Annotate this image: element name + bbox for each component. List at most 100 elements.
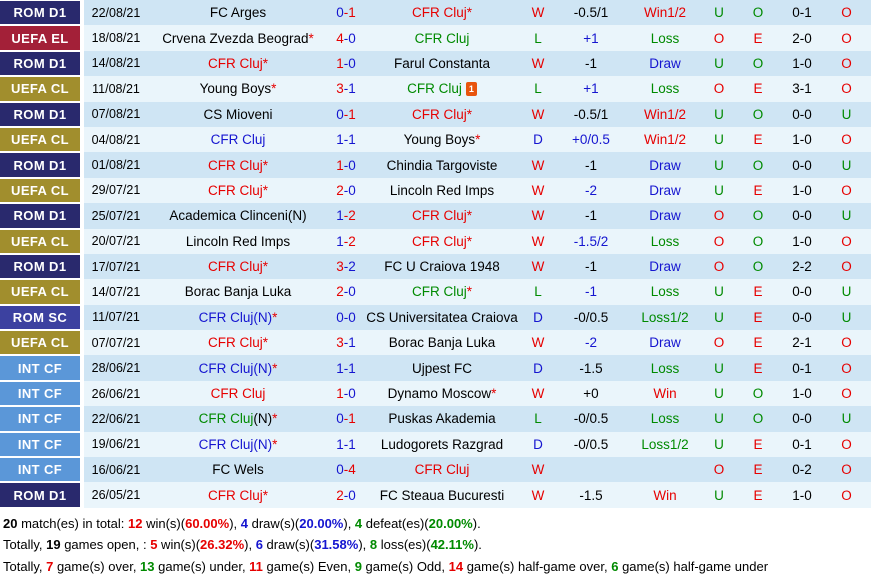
league-badge[interactable]: UEFA CL — [0, 77, 80, 101]
league-badge[interactable]: INT CF — [0, 432, 80, 457]
league-badge[interactable]: INT CF — [0, 356, 80, 380]
league-badge[interactable]: ROM D1 — [0, 1, 80, 25]
home-team[interactable]: CFR Cluj* — [148, 51, 328, 76]
text-segment: * — [272, 360, 278, 376]
home-team[interactable]: FC Wels — [148, 457, 328, 482]
home-team[interactable]: Crvena Zvezda Beograd * — [148, 25, 328, 50]
away-team[interactable]: CFR Cluj — [364, 457, 520, 482]
over-under: U — [714, 411, 724, 427]
away-team[interactable]: Ujpest FC — [364, 355, 520, 380]
summary-segment: games open, : — [60, 537, 151, 553]
summary-segment: Totally, — [3, 558, 47, 574]
home-team[interactable]: CFR Cluj* — [148, 330, 328, 355]
halftime-score: 0-0 — [792, 157, 812, 173]
text-segment: FC U Craiova 1948 — [384, 259, 500, 275]
league-badge[interactable]: INT CF — [0, 381, 80, 406]
home-team[interactable]: CFR Cluj* — [148, 254, 328, 279]
summary-segment: ). — [473, 537, 482, 553]
away-team[interactable]: Dynamo Moscow * — [364, 381, 520, 406]
handicap-line: +1 — [583, 81, 599, 97]
league-badge[interactable]: UEFA EL — [0, 26, 80, 50]
home-team[interactable]: CFR Cluj — [148, 381, 328, 406]
away-team[interactable]: CS Universitatea Craiova — [364, 305, 520, 330]
league-badge[interactable]: INT CF — [0, 458, 80, 482]
away-team[interactable]: CFR Cluj* — [364, 102, 520, 127]
text-segment: Borac Banja Luka — [388, 335, 496, 351]
text-segment: FC Steaua Bucuresti — [379, 487, 505, 503]
home-team[interactable]: CFR Cluj(N)* — [148, 305, 328, 330]
match-date: 16/06/21 — [91, 462, 141, 477]
home-team[interactable]: CFR Cluj(N)* — [148, 406, 328, 431]
summary-segment: 14 — [448, 558, 464, 574]
halftime-score: 0-2 — [792, 462, 812, 478]
league-cell: ROM D1 — [0, 203, 84, 229]
league-badge[interactable]: ROM D1 — [0, 254, 80, 279]
league-cell: UEFA CL — [0, 330, 84, 356]
home-team[interactable]: Academica Clinceni(N) — [148, 203, 328, 228]
home-team[interactable]: CS Mioveni — [148, 102, 328, 127]
match-row: INT CF 19/06/21 CFR Cluj(N) * 1-1 Ludogorets … — [0, 431, 871, 458]
away-team[interactable]: FC Steaua Bucuresti — [364, 482, 520, 507]
away-team[interactable]: Ludogorets Razgrad — [364, 432, 520, 457]
league-badge[interactable]: UEFA CL — [0, 178, 80, 203]
away-team[interactable]: Borac Banja Luka — [364, 330, 520, 355]
home-team[interactable]: Borac Banja Luka — [148, 279, 328, 304]
away-team[interactable]: CFR Cluj* — [364, 229, 520, 254]
match-date: 14/08/21 — [91, 56, 141, 71]
league-badge[interactable]: ROM D1 — [0, 102, 80, 126]
match-date: 29/07/21 — [91, 183, 141, 198]
text-segment: Dynamo Moscow — [387, 386, 492, 402]
result-letter: W — [531, 106, 545, 122]
fulltime-score: 0 -1 — [328, 102, 364, 127]
home-team[interactable]: CFR Cluj(N)* — [148, 432, 328, 457]
league-badge[interactable]: ROM D1 — [0, 51, 80, 76]
summary-segment: 20.00% — [428, 515, 473, 531]
league-badge[interactable]: UEFA CL — [0, 127, 80, 152]
text-segment: 3 — [336, 259, 344, 275]
away-team[interactable]: CFR Cluj 1 — [364, 76, 520, 101]
home-team[interactable]: Lincoln Red Imps — [148, 229, 328, 254]
away-team[interactable]: Chindia Targoviste — [364, 152, 520, 177]
match-row: UEFA CL 07/07/21 CFR Cluj* 3 -1 Borac Banja L… — [0, 330, 871, 356]
match-date: 22/08/21 — [91, 5, 141, 20]
league-badge[interactable]: INT CF — [0, 407, 80, 431]
handicap-result: Win1/2 — [643, 106, 687, 122]
home-team[interactable]: CFR Cluj* — [148, 152, 328, 177]
league-badge[interactable]: ROM D1 — [0, 483, 80, 507]
match-date: 28/06/21 — [91, 361, 141, 376]
result-letter: W — [531, 487, 545, 503]
league-badge[interactable]: ROM D1 — [0, 204, 80, 228]
away-team[interactable]: CFR Cluj* — [364, 279, 520, 304]
home-team[interactable]: CFR Cluj* — [148, 178, 328, 203]
league-badge[interactable]: UEFA CL — [0, 331, 80, 355]
over-under: U — [714, 157, 724, 173]
home-team[interactable]: CFR Cluj* — [148, 482, 328, 507]
league-badge[interactable]: UEFA CL — [0, 229, 80, 253]
home-team[interactable]: Young Boys * — [148, 76, 328, 101]
league-badge[interactable]: ROM D1 — [0, 153, 80, 177]
text-segment: FC Wels — [212, 462, 264, 478]
ht-over-under: O — [841, 360, 852, 376]
league-badge[interactable]: UEFA CL — [0, 280, 80, 304]
home-team[interactable]: FC Arges — [148, 0, 328, 25]
away-team[interactable]: Farul Constanta — [364, 51, 520, 76]
ht-over-under: U — [841, 284, 852, 300]
home-team[interactable]: CFR Cluj — [148, 127, 328, 152]
away-team[interactable]: CFR Cluj* — [364, 0, 520, 25]
over-under: U — [714, 5, 724, 21]
away-team[interactable]: Puskas Akademia — [364, 406, 520, 431]
away-team[interactable]: CFR Cluj — [364, 25, 520, 50]
away-team[interactable]: Young Boys * — [364, 127, 520, 152]
home-team[interactable]: CFR Cluj(N)* — [148, 355, 328, 380]
away-team[interactable]: CFR Cluj* — [364, 203, 520, 228]
result-letter: W — [531, 5, 545, 21]
away-team[interactable]: FC U Craiova 1948 — [364, 254, 520, 279]
match-date: 22/06/21 — [91, 411, 141, 426]
text-segment: CFR Cluj* — [207, 259, 268, 275]
text-segment: -0 — [343, 386, 356, 402]
away-team[interactable]: Lincoln Red Imps — [364, 178, 520, 203]
handicap-line: -1.5 — [579, 487, 603, 503]
result-letter: D — [533, 436, 543, 452]
league-badge[interactable]: ROM SC — [0, 305, 80, 330]
text-segment: * — [308, 30, 314, 46]
